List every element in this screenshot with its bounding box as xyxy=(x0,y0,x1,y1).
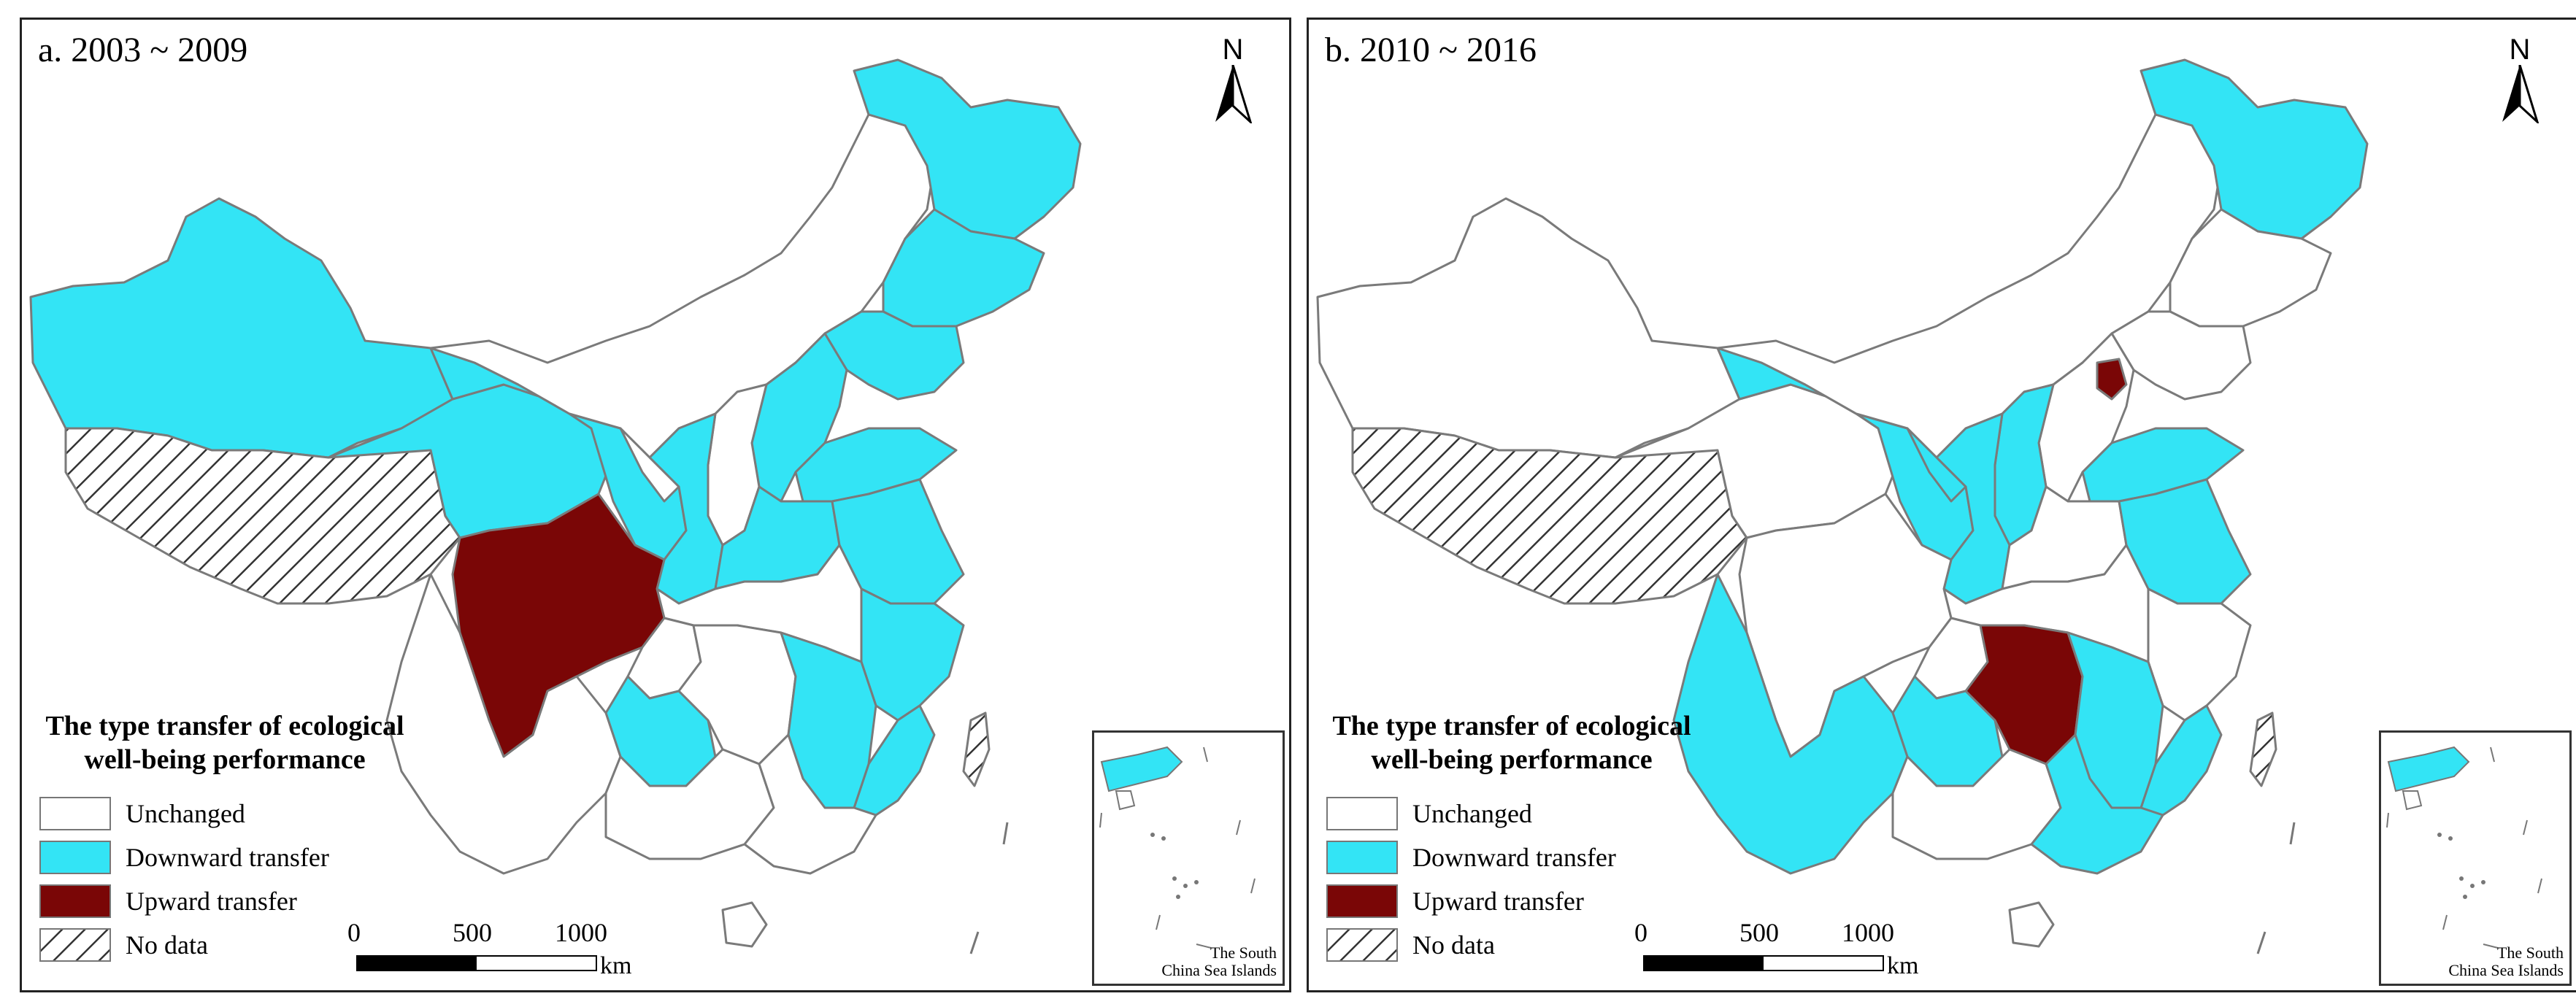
scale-bar-graphic xyxy=(356,955,597,971)
region-ningxia xyxy=(1906,427,1967,503)
swatch-upward xyxy=(1326,884,1398,918)
region-zhejiang xyxy=(2147,587,2252,722)
legend-label: Upward transfer xyxy=(126,887,297,916)
region-xinjiang xyxy=(1316,197,1741,459)
swatch-nodata xyxy=(1326,928,1398,962)
scale-bar: 0 500 1000 km xyxy=(343,917,631,983)
south-china-sea-inset: The South China Sea Islands xyxy=(2379,730,2572,986)
panel-title: a. 2003 ~ 2009 xyxy=(38,31,248,69)
region-guangdong xyxy=(2030,733,2164,875)
inset-map xyxy=(2386,746,2542,949)
region-hainan xyxy=(2008,901,2055,948)
scale-unit: km xyxy=(600,952,632,979)
inset-label-line2: China Sea Islands xyxy=(1161,961,1277,979)
legend-title-line1: The type transfer of ecological xyxy=(45,711,404,741)
legend-label: Unchanged xyxy=(1412,799,1532,828)
region-liaoning xyxy=(2110,310,2252,401)
inset-map xyxy=(1099,746,1256,949)
scale-tick: 1000 xyxy=(1842,918,1894,947)
region-zhejiang xyxy=(860,587,965,722)
china-map-a xyxy=(29,58,1082,954)
swatch-unchanged xyxy=(1326,797,1398,830)
region-taiwan xyxy=(2249,711,2277,787)
scale-bar: 0 500 1000 km xyxy=(1630,917,1918,983)
south-china-sea-inset: The South China Sea Islands xyxy=(1092,730,1285,986)
map-panel-b: b. 2010 ~ 2016 N The type transfer of ec… xyxy=(1307,18,2576,992)
region-ningxia xyxy=(619,427,680,503)
region-heilongjiang xyxy=(853,58,1082,240)
swatch-downward xyxy=(39,841,111,874)
region-tibet xyxy=(64,427,461,605)
scale-tick: 500 xyxy=(453,918,492,947)
scale-tick: 1000 xyxy=(555,918,607,947)
north-arrow-icon xyxy=(2502,64,2540,126)
legend-label: No data xyxy=(126,930,208,960)
legend-title-line2: well-being performance xyxy=(1371,744,1653,775)
map-panel-a: a. 2003 ~ 2009 N The type transfer of ec… xyxy=(20,18,1291,992)
inset-label-line1: The South xyxy=(1210,944,1277,962)
swatch-upward xyxy=(39,884,111,918)
legend-label: Upward transfer xyxy=(1412,887,1584,916)
legend: The type transfer of ecological well-bei… xyxy=(1322,709,1731,962)
region-taiwan xyxy=(962,711,991,787)
legend: The type transfer of ecological well-bei… xyxy=(35,709,444,962)
north-arrow: N xyxy=(2494,34,2545,127)
scale-unit: km xyxy=(1887,952,1919,979)
region-jilin xyxy=(882,208,1045,328)
region-heilongjiang xyxy=(2139,58,2369,240)
legend-title-line2: well-being performance xyxy=(84,744,366,775)
scale-tick: 500 xyxy=(1739,918,1779,947)
inset-label-line2: China Sea Islands xyxy=(2448,961,2564,979)
inset-label: The South China Sea Islands xyxy=(1145,944,1277,979)
region-liaoning xyxy=(823,310,965,401)
north-label: N xyxy=(1222,34,1244,66)
north-arrow: N xyxy=(1207,34,1258,127)
region-tibet xyxy=(1351,427,1748,605)
region-guangdong xyxy=(743,733,877,875)
legend-label: No data xyxy=(1412,930,1495,960)
region-xinjiang xyxy=(29,197,454,459)
swatch-downward xyxy=(1326,841,1398,874)
china-map-b xyxy=(1316,58,2369,954)
scale-bar-graphic xyxy=(1643,955,1884,971)
panel-title: b. 2010 ~ 2016 xyxy=(1325,31,1537,69)
legend-title: The type transfer of ecological well-bei… xyxy=(1322,709,1702,776)
region-beijing-tianjin xyxy=(2096,358,2128,401)
inset-label-line1: The South xyxy=(2496,944,2564,962)
scale-tick: 0 xyxy=(347,918,361,947)
swatch-nodata xyxy=(39,928,111,962)
legend-title-line1: The type transfer of ecological xyxy=(1332,711,1691,741)
region-hainan xyxy=(721,901,768,948)
legend-title: The type transfer of ecological well-bei… xyxy=(35,709,415,776)
legend-label: Downward transfer xyxy=(126,843,329,872)
swatch-unchanged xyxy=(39,797,111,830)
legend-label: Downward transfer xyxy=(1412,843,1616,872)
north-label: N xyxy=(2509,34,2531,66)
legend-label: Unchanged xyxy=(126,799,245,828)
north-arrow-icon xyxy=(1215,64,1253,126)
region-jilin xyxy=(2169,208,2332,328)
inset-label: The South China Sea Islands xyxy=(2432,944,2564,979)
scale-tick: 0 xyxy=(1634,918,1648,947)
